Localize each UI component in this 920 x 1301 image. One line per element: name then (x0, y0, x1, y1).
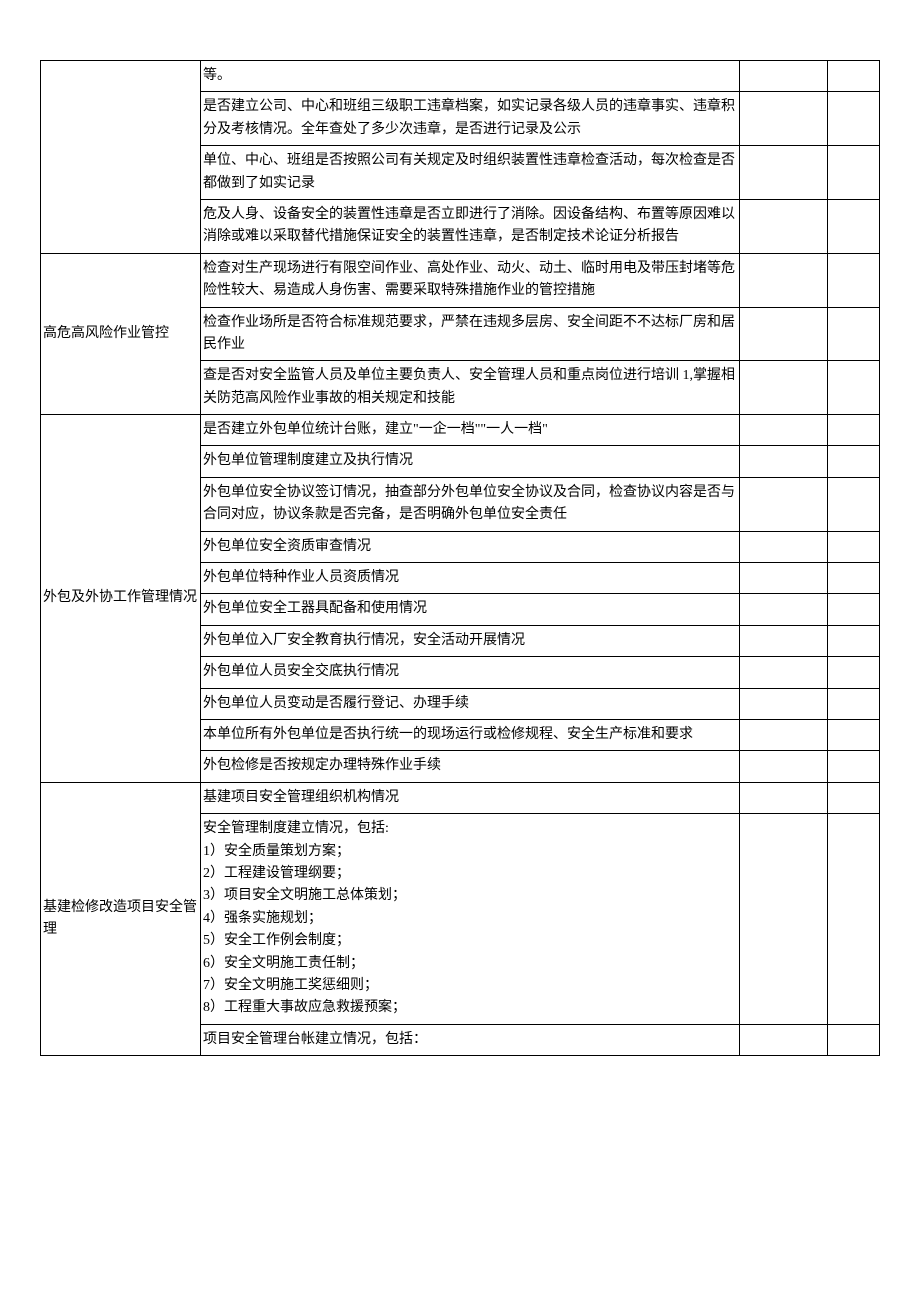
item-cell: 是否建立外包单位统计台账，建立"一企一档""一人一档" (201, 415, 740, 446)
col-d-cell (828, 751, 880, 782)
col-c-cell (740, 361, 828, 415)
table-row: 外包及外协工作管理情况是否建立外包单位统计台账，建立"一企一档""一人一档" (41, 415, 880, 446)
col-c-cell (740, 594, 828, 625)
col-d-cell (828, 1024, 880, 1055)
col-c-cell (740, 814, 828, 1025)
item-cell: 外包单位安全资质审查情况 (201, 531, 740, 562)
item-cell: 外包单位管理制度建立及执行情况 (201, 446, 740, 477)
category-cell (41, 61, 201, 254)
col-d-cell (828, 657, 880, 688)
item-cell: 单位、中心、班组是否按照公司有关规定及时组织装置性违章检查活动，每次检查是否都做… (201, 146, 740, 200)
col-d-cell (828, 782, 880, 813)
col-d-cell (828, 92, 880, 146)
col-d-cell (828, 594, 880, 625)
col-d-cell (828, 563, 880, 594)
item-cell: 外包单位人员变动是否履行登记、办理手续 (201, 688, 740, 719)
item-cell: 等。 (201, 61, 740, 92)
item-cell: 外包单位入厂安全教育执行情况，安全活动开展情况 (201, 625, 740, 656)
col-c-cell (740, 415, 828, 446)
col-c-cell (740, 531, 828, 562)
col-c-cell (740, 146, 828, 200)
item-cell: 基建项目安全管理组织机构情况 (201, 782, 740, 813)
item-cell: 外包单位特种作业人员资质情况 (201, 563, 740, 594)
col-d-cell (828, 307, 880, 361)
table-row: 等。 (41, 61, 880, 92)
category-cell: 外包及外协工作管理情况 (41, 415, 201, 783)
item-cell: 外包单位安全工器具配备和使用情况 (201, 594, 740, 625)
col-d-cell (828, 61, 880, 92)
col-d-cell (828, 146, 880, 200)
item-cell: 外包单位安全协议签订情况，抽查部分外包单位安全协议及合同，检查协议内容是否与合同… (201, 477, 740, 531)
col-d-cell (828, 477, 880, 531)
col-c-cell (740, 688, 828, 719)
col-c-cell (740, 477, 828, 531)
item-cell: 危及人身、设备安全的装置性违章是否立即进行了消除。因设备结构、布置等原因难以消除… (201, 199, 740, 253)
checklist-table: 等。是否建立公司、中心和班组三级职工违章档案，如实记录各级人员的违章事实、违章积… (40, 60, 880, 1056)
item-cell: 是否建立公司、中心和班组三级职工违章档案，如实记录各级人员的违章事实、违章积分及… (201, 92, 740, 146)
col-d-cell (828, 625, 880, 656)
item-cell: 检查作业场所是否符合标准规范要求，严禁在违规多层房、安全间距不不达标厂房和居民作… (201, 307, 740, 361)
item-cell: 本单位所有外包单位是否执行统一的现场运行或检修规程、安全生产标准和要求 (201, 719, 740, 750)
item-cell: 外包检修是否按规定办理特殊作业手续 (201, 751, 740, 782)
col-d-cell (828, 199, 880, 253)
col-c-cell (740, 446, 828, 477)
col-c-cell (740, 92, 828, 146)
item-cell: 查是否对安全监管人员及单位主要负责人、安全管理人员和重点岗位进行培训 1,掌握相… (201, 361, 740, 415)
col-d-cell (828, 253, 880, 307)
col-d-cell (828, 361, 880, 415)
col-c-cell (740, 719, 828, 750)
col-d-cell (828, 415, 880, 446)
item-cell: 项目安全管理台帐建立情况，包括： (201, 1024, 740, 1055)
table-row: 高危高风险作业管控检查对生产现场进行有限空间作业、高处作业、动火、动土、临时用电… (41, 253, 880, 307)
col-c-cell (740, 61, 828, 92)
col-c-cell (740, 1024, 828, 1055)
col-c-cell (740, 657, 828, 688)
col-c-cell (740, 751, 828, 782)
col-c-cell (740, 563, 828, 594)
col-d-cell (828, 446, 880, 477)
col-c-cell (740, 253, 828, 307)
item-cell: 检查对生产现场进行有限空间作业、高处作业、动火、动土、临时用电及带压封堵等危险性… (201, 253, 740, 307)
col-d-cell (828, 814, 880, 1025)
item-cell: 外包单位人员安全交底执行情况 (201, 657, 740, 688)
col-c-cell (740, 625, 828, 656)
table-row: 基建检修改造项目安全管理基建项目安全管理组织机构情况 (41, 782, 880, 813)
col-d-cell (828, 719, 880, 750)
category-cell: 基建检修改造项目安全管理 (41, 782, 201, 1055)
col-d-cell (828, 531, 880, 562)
item-cell: 安全管理制度建立情况，包括:1）安全质量策划方案；2）工程建设管理纲要；3）项目… (201, 814, 740, 1025)
col-d-cell (828, 688, 880, 719)
category-cell: 高危高风险作业管控 (41, 253, 201, 414)
col-c-cell (740, 782, 828, 813)
col-c-cell (740, 199, 828, 253)
col-c-cell (740, 307, 828, 361)
